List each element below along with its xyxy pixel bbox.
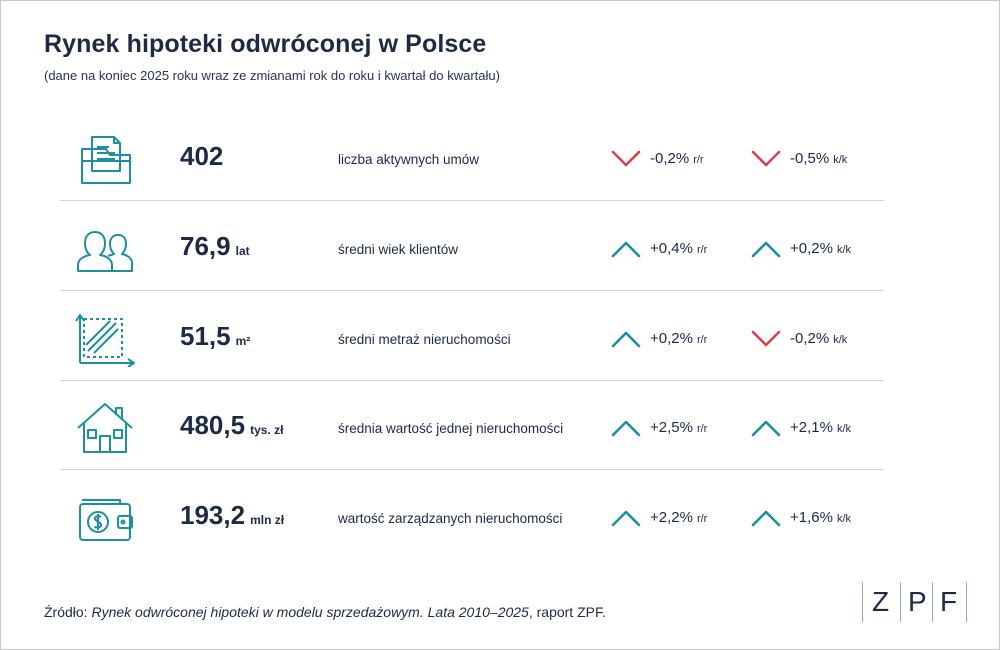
stat-row-age: 76,9 lat średni wiek klientów +0,4% r/r +0… (60, 201, 884, 291)
chevron-down-icon (611, 150, 641, 167)
stat-value: 402 (180, 141, 224, 171)
page-title: Rynek hipoteki odwróconej w Polsce (44, 30, 487, 58)
change-value: +0,2% r/r (650, 330, 708, 347)
chevron-down-icon (751, 330, 781, 347)
arrow-down-mark (751, 330, 781, 347)
document-folder-icon (81, 136, 131, 184)
change-value: +2,5% r/r (650, 419, 708, 436)
row-divider (60, 469, 884, 470)
house-icon (77, 403, 133, 453)
stat-row-managed: 193,2 mln zł wartość zarządzanych nieruch… (60, 470, 884, 560)
arrow-down-mark (751, 150, 781, 167)
chevron-up-icon (611, 241, 641, 258)
stat-label: liczba aktywnych umów (338, 152, 480, 167)
row-divider (60, 200, 884, 201)
stat-row-value: 480,5 tys. zł średnia wartość jednej nier… (60, 380, 884, 470)
chevron-up-icon (751, 241, 781, 258)
chevron-down-icon (751, 150, 781, 167)
arrow-down-mark (611, 150, 641, 167)
chevron-up-icon (611, 420, 641, 437)
arrow-up-mark (611, 241, 641, 258)
stat-value: 76,9 lat (180, 231, 250, 261)
chevron-up-icon (751, 510, 781, 527)
stat-row-contracts: 402 liczba aktywnych umów -0,2% r/r -0,5%… (60, 111, 884, 201)
row-divider (60, 380, 884, 381)
chevron-up-icon (751, 420, 781, 437)
change-value: +0,4% r/r (650, 240, 708, 257)
zpf-logo: Z P F (860, 580, 970, 624)
change-value: +0,2% k/k (790, 240, 852, 257)
area-measure-icon (75, 314, 135, 367)
arrow-up-mark (611, 331, 641, 348)
stat-value: 51,5 m² (180, 321, 251, 351)
change-value: +2,2% r/r (650, 509, 708, 526)
chevron-up-icon (611, 510, 641, 527)
change-value: +1,6% k/k (790, 509, 852, 526)
stat-label: średnia wartość jednej nieruchomości (338, 421, 564, 436)
people-icon (77, 231, 133, 272)
stat-label: średni metraż nieruchomości (338, 332, 511, 347)
stat-row-area: 51,5 m² średni metraż nieruchomości +0,2%… (60, 291, 884, 381)
wallet-dollar-icon (79, 499, 133, 541)
arrow-up-mark (751, 241, 781, 258)
arrow-up-mark (751, 420, 781, 437)
stat-value: 193,2 mln zł (180, 500, 285, 530)
page-subtitle: (dane na koniec 2025 roku wraz ze zmiana… (44, 68, 500, 83)
arrow-up-mark (611, 420, 641, 437)
change-value: -0,2% k/k (790, 330, 848, 347)
change-value: -0,2% r/r (650, 150, 704, 167)
stat-label: średni wiek klientów (338, 242, 459, 257)
change-value: +2,1% k/k (790, 419, 852, 436)
arrow-up-mark (751, 510, 781, 527)
stat-label: wartość zarządzanych nieruchomości (338, 511, 563, 526)
row-divider (60, 290, 884, 291)
change-value: -0,5% k/k (790, 150, 848, 167)
stat-value: 480,5 tys. zł (180, 410, 284, 440)
chevron-up-icon (611, 331, 641, 348)
arrow-up-mark (611, 510, 641, 527)
source-note: Źródło: Rynek odwróconej hipoteki w mode… (44, 604, 606, 620)
